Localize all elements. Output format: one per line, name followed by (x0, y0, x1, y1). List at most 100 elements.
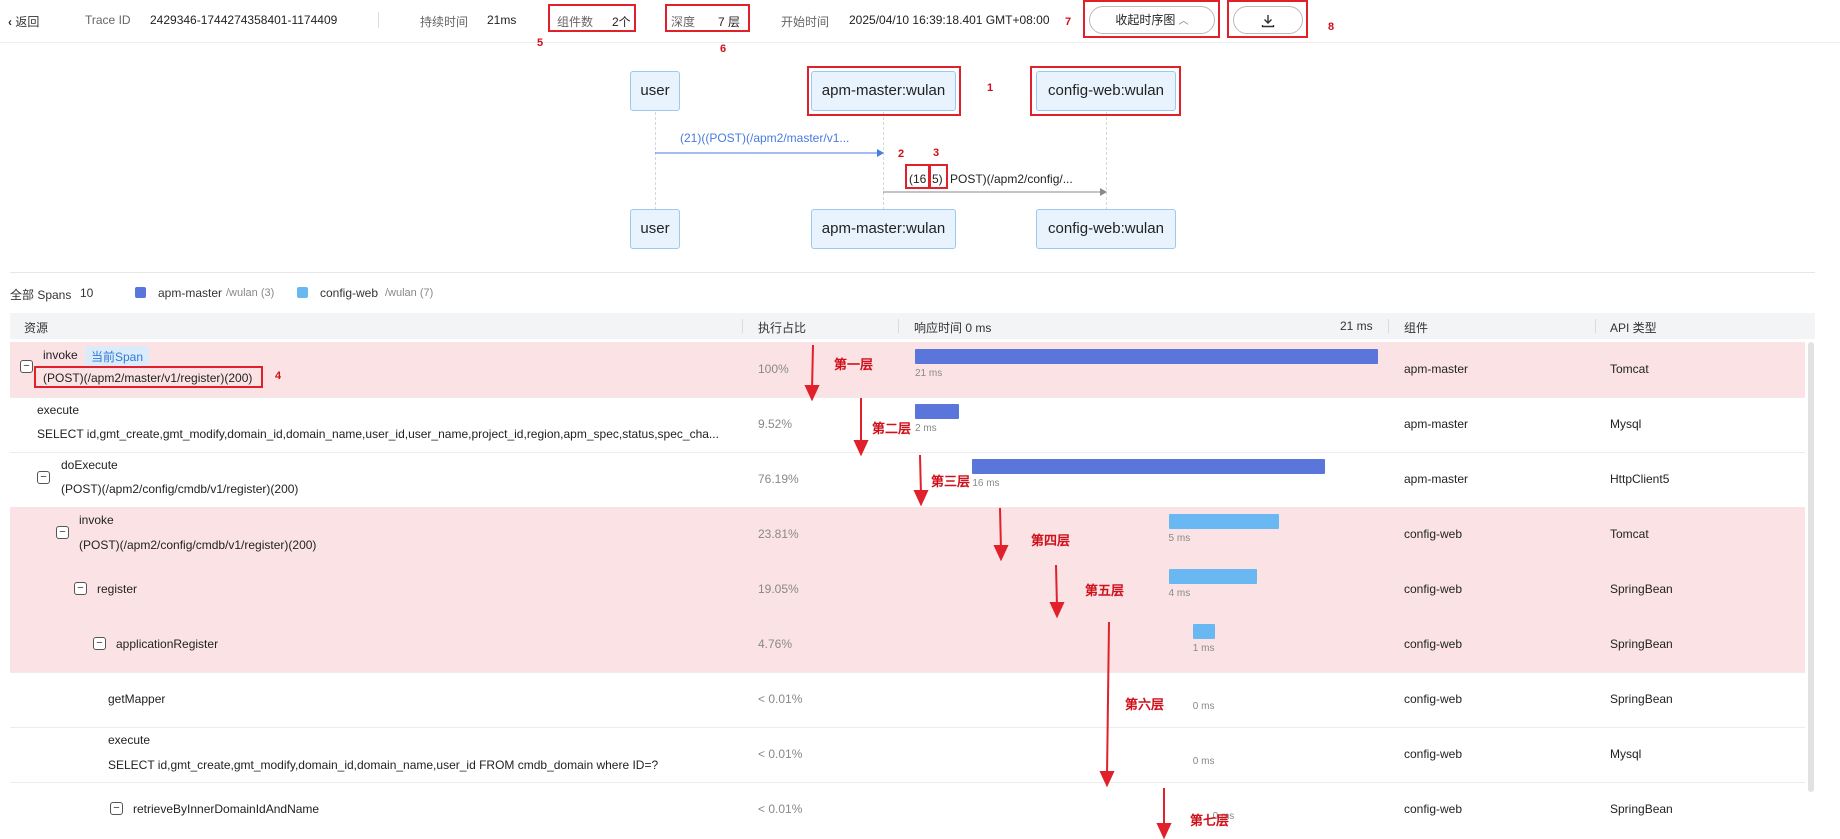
components-label: 组件数 (557, 15, 594, 29)
component-name: config-web (1404, 527, 1463, 541)
participant-user-bottom[interactable]: user (630, 209, 680, 249)
collapse-toggle-icon[interactable]: − (56, 526, 69, 539)
annotation-box-depth (665, 4, 750, 32)
collapse-sequence-button[interactable]: 收起时序图 ︿ (1089, 6, 1215, 34)
column-exec-ratio[interactable]: 执行占比 (758, 321, 807, 335)
legend-apm-master-sub: /wulan (3) (226, 287, 275, 299)
api-type: Mysql (1610, 747, 1642, 761)
chevron-left-icon: ‹ (8, 15, 12, 29)
lifeline-apm-master (883, 112, 884, 210)
span-name: retrieveByInnerDomainIdAndName (133, 802, 320, 816)
column-resource[interactable]: 资源 (24, 321, 49, 335)
chevron-up-icon: ︿ (1178, 16, 1189, 27)
table-row[interactable]: − invoke (POST)(/apm2/config/cmdb/v1/reg… (10, 507, 1805, 563)
duration-bar (915, 349, 1378, 364)
collapse-toggle-icon[interactable]: − (37, 471, 50, 484)
table-row[interactable]: − invoke 当前Span (POST)(/apm2/master/v1/r… (10, 342, 1805, 398)
collapse-toggle-icon[interactable]: − (93, 637, 106, 650)
duration-label: 0 ms (1212, 811, 1235, 822)
legend-apm-master-name[interactable]: apm-master (158, 286, 223, 300)
legend-config-web-name[interactable]: config-web (320, 286, 379, 300)
annotation-number-2: 2 (898, 148, 905, 160)
annotation-box-download (1227, 0, 1308, 38)
layer-label-7: 第七层 (1190, 813, 1230, 828)
duration-label: 持续时间 (420, 15, 469, 29)
layer-label-6: 第六层 (1125, 697, 1165, 712)
column-api-type[interactable]: API 类型 (1610, 321, 1657, 335)
component-name: apm-master (1404, 362, 1469, 376)
column-component[interactable]: 组件 (1404, 321, 1429, 335)
span-detail: (POST)(/apm2/config/cmdb/v1/register)(20… (61, 482, 299, 496)
exec-ratio: < 0.01% (758, 747, 803, 761)
table-row[interactable]: − doExecute (POST)(/apm2/config/cmdb/v1/… (10, 452, 1805, 508)
legend-swatch-config-web (297, 287, 308, 298)
table-row[interactable]: − retrieveByInnerDomainIdAndName < 0.01%… (10, 782, 1805, 837)
message-2-arrow (883, 188, 1107, 196)
components-value: 2个 (612, 15, 631, 29)
column-separator (1388, 319, 1389, 333)
duration-bar (915, 404, 960, 419)
column-separator (898, 319, 899, 333)
table-row[interactable]: execute SELECT id,gmt_create,gmt_modify,… (10, 397, 1805, 453)
component-name: config-web (1404, 692, 1463, 706)
message-2-label-b[interactable]: 5) (932, 172, 943, 186)
trace-id-label: Trace ID (85, 13, 131, 27)
column-separator (1595, 319, 1596, 333)
collapse-toggle-icon[interactable]: − (110, 802, 123, 815)
span-detail: (POST)(/apm2/master/v1/register)(200) (43, 371, 253, 385)
table-row[interactable]: − applicationRegister 4.76% 1 ms config-… (10, 617, 1805, 673)
layer-label-5: 第五层 (1085, 583, 1125, 598)
back-button[interactable]: ‹ 返回 (8, 13, 39, 30)
lifeline-user (655, 112, 656, 210)
message-1-arrow (655, 149, 884, 157)
duration-bar (1168, 514, 1279, 529)
layer-label-3: 第三层 (931, 474, 971, 489)
all-spans-label: 全部 Spans (10, 288, 72, 302)
annotation-number-7: 7 (1065, 16, 1072, 28)
span-name: invoke (79, 513, 114, 527)
download-button[interactable] (1233, 6, 1303, 34)
annotation-number-1: 1 (987, 82, 994, 94)
duration-bar (972, 459, 1326, 474)
component-name: apm-master (1404, 472, 1469, 486)
exec-ratio: 100% (758, 362, 789, 376)
download-icon (1261, 15, 1275, 28)
message-1-label[interactable]: (21)((POST)(/apm2/master/v1... (680, 131, 850, 145)
annotation-number-8: 8 (1328, 21, 1335, 33)
legend-config-web-sub: /wulan (7) (385, 287, 434, 299)
table-row[interactable]: getMapper < 0.01% 0 ms config-web Spring… (10, 672, 1805, 728)
annotation-number-6: 6 (720, 43, 727, 55)
message-2-label-c[interactable]: POST)(/apm2/config/... (950, 172, 1073, 186)
section-divider (10, 272, 1815, 273)
exec-ratio: < 0.01% (758, 692, 803, 706)
all-spans-count: 10 (80, 286, 94, 300)
participant-user-top[interactable]: user (630, 71, 680, 111)
exec-ratio: 9.52% (758, 417, 793, 431)
message-2-label-a[interactable]: (16 (909, 172, 927, 186)
participant-config-web-bottom[interactable]: config-web:wulan (1036, 209, 1176, 249)
span-detail: (POST)(/apm2/config/cmdb/v1/register)(20… (79, 538, 317, 552)
collapse-toggle-icon[interactable]: − (74, 582, 87, 595)
component-name: config-web (1404, 802, 1463, 816)
annotation-box-collapse (1083, 0, 1220, 38)
api-type: SpringBean (1610, 582, 1673, 596)
table-row[interactable]: execute SELECT id,gmt_create,gmt_modify,… (10, 727, 1805, 783)
duration-label: 16 ms (972, 478, 1000, 489)
span-detail: SELECT id,gmt_create,gmt_modify,domain_i… (37, 427, 719, 441)
exec-ratio: 4.76% (758, 637, 793, 651)
current-span-tag: 当前Span (85, 346, 150, 367)
participant-apm-master-bottom[interactable]: apm-master:wulan (811, 209, 956, 249)
table-scrollbar[interactable] (1808, 342, 1814, 792)
column-response-time[interactable]: 响应时间 0 ms (914, 321, 992, 335)
top-bar: ‹ 返回 Trace ID 2429346-1744274358401-1174… (0, 0, 1840, 43)
table-row[interactable]: − register 19.05% 4 ms config-web Spring… (10, 562, 1805, 618)
api-type: HttpClient5 (1610, 472, 1670, 486)
start-time-label: 开始时间 (781, 15, 830, 29)
participant-config-web-top[interactable]: config-web:wulan (1036, 71, 1176, 111)
layer-label-2: 第二层 (872, 421, 912, 436)
participant-apm-master-top[interactable]: apm-master:wulan (811, 71, 956, 111)
collapse-toggle-icon[interactable]: − (20, 360, 33, 373)
collapse-label: 收起时序图 (1115, 13, 1176, 27)
duration-label: 4 ms (1168, 588, 1191, 599)
component-name: config-web (1404, 582, 1463, 596)
